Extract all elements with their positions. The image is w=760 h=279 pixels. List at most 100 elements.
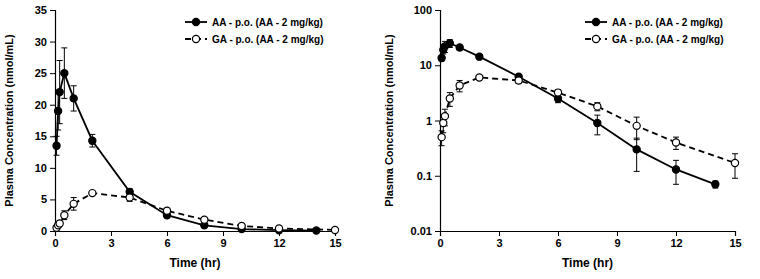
- x-tick-mark: [676, 231, 677, 236]
- error-bar: [55, 92, 61, 130]
- y-tick-label: 100: [414, 4, 432, 16]
- data-point: [163, 207, 170, 214]
- data-point: [61, 70, 68, 77]
- error-bar-cap: [457, 80, 463, 81]
- data-point: [55, 107, 62, 114]
- y-tick-label: 15: [35, 130, 47, 142]
- y-tick-mark: [435, 65, 440, 66]
- error-bar-cap: [57, 123, 63, 124]
- y-axis: 0.010.1110100: [411, 4, 441, 237]
- data-point: [53, 142, 60, 149]
- data-point: [238, 222, 245, 229]
- error-bar-cap: [71, 197, 77, 198]
- error-bar-cap: [634, 139, 640, 140]
- y-tick: 15: [35, 130, 55, 142]
- x-tick-label: 15: [329, 237, 341, 249]
- error-bar: [61, 211, 67, 220]
- error-bar: [673, 160, 679, 184]
- legend: AA - p.o. (AA - 2 mg/kg) GA - p.o. (AA - …: [185, 17, 323, 45]
- legend-label: GA - p.o. (AA - 2 mg/kg): [212, 34, 323, 45]
- y-tick-mark: [50, 73, 55, 74]
- error-bar-cap: [54, 155, 60, 156]
- error-bar: [555, 90, 561, 96]
- data-point: [56, 88, 63, 95]
- error-bar-cap: [447, 92, 453, 93]
- x-axis-line: [441, 232, 736, 237]
- series-line: [442, 78, 735, 164]
- data-point: [633, 146, 640, 153]
- y-tick: 5: [41, 193, 55, 205]
- x-tick-label: 6: [555, 237, 561, 249]
- data-point: [672, 139, 679, 146]
- error-bar-cap: [673, 160, 679, 161]
- data-point: [70, 200, 77, 207]
- data-point: [56, 220, 63, 227]
- plot-area: [53, 48, 339, 234]
- error-bar: [634, 138, 640, 171]
- error-bar-cap: [673, 137, 679, 138]
- y-tick-label: 10: [35, 162, 47, 174]
- x-tick: 0: [52, 231, 58, 249]
- data-point: [126, 194, 133, 201]
- x-axis: 03691215: [52, 231, 341, 249]
- data-point: [61, 212, 68, 219]
- error-bar-cap: [457, 91, 463, 92]
- y-tick: 0.1: [417, 170, 440, 182]
- error-bar-cap: [732, 178, 738, 179]
- plot-area: [438, 40, 739, 188]
- y-tick: 10: [420, 59, 440, 71]
- x-tick: 3: [108, 231, 114, 249]
- error-bar-cap: [673, 149, 679, 150]
- error-bar-stem: [636, 138, 637, 171]
- data-point: [201, 216, 208, 223]
- y-tick-mark: [435, 176, 440, 177]
- data-point: [89, 190, 96, 197]
- x-tick-label: 6: [164, 237, 170, 249]
- y-tick-mark: [50, 42, 55, 43]
- data-point: [441, 113, 448, 120]
- legend-marker: [592, 35, 599, 42]
- error-bar: [447, 40, 453, 48]
- error-bar: [594, 103, 600, 111]
- y-tick-label: 20: [35, 99, 47, 111]
- y-tick-label: 0.01: [411, 225, 432, 237]
- legend-label: AA - p.o. (AA - 2 mg/kg): [212, 17, 323, 28]
- data-point: [331, 226, 338, 233]
- error-bar-cap: [89, 147, 95, 148]
- chart-panel: 036912150.010.1110100Time (hr)Plasma Con…: [383, 4, 742, 270]
- x-axis-title: Time (hr): [169, 256, 220, 270]
- data-point: [476, 74, 483, 81]
- error-bar: [457, 80, 463, 91]
- y-tick: 25: [35, 67, 55, 79]
- data-point: [594, 119, 601, 126]
- legend-label: AA - p.o. (AA - 2 mg/kg): [612, 17, 723, 28]
- x-tick-mark: [167, 231, 168, 236]
- legend-item: GA - p.o. (AA - 2 mg/kg): [185, 34, 323, 45]
- error-bar: [673, 137, 679, 149]
- error-bar-cap: [89, 134, 95, 135]
- legend-label: GA - p.o. (AA - 2 mg/kg): [612, 34, 723, 45]
- error-bar: [54, 136, 60, 155]
- legend-item: AA - p.o. (AA - 2 mg/kg): [585, 17, 723, 28]
- y-tick: 35: [35, 4, 55, 16]
- data-point: [275, 225, 282, 232]
- legend: AA - p.o. (AA - 2 mg/kg) GA - p.o. (AA - …: [585, 17, 723, 45]
- legend-marker: [192, 18, 199, 25]
- x-tick-label: 0: [52, 237, 58, 249]
- error-bar: [89, 134, 95, 147]
- error-bar-cap: [634, 117, 640, 118]
- error-bar-cap: [634, 171, 640, 172]
- data-point: [476, 53, 483, 60]
- error-bar-cap: [447, 106, 453, 107]
- series-line: [442, 43, 716, 184]
- error-bar-cap: [71, 111, 77, 112]
- y-axis-title: Plasma Concentration (nmol/mL): [383, 34, 395, 207]
- error-bar-cap: [71, 210, 77, 211]
- error-bar: [712, 181, 718, 188]
- x-tick: 9: [220, 231, 226, 249]
- x-tick: 15: [729, 231, 741, 249]
- error-bar-cap: [594, 115, 600, 116]
- data-point: [438, 134, 445, 141]
- y-tick-label: 0: [41, 225, 47, 237]
- data-point: [515, 77, 522, 84]
